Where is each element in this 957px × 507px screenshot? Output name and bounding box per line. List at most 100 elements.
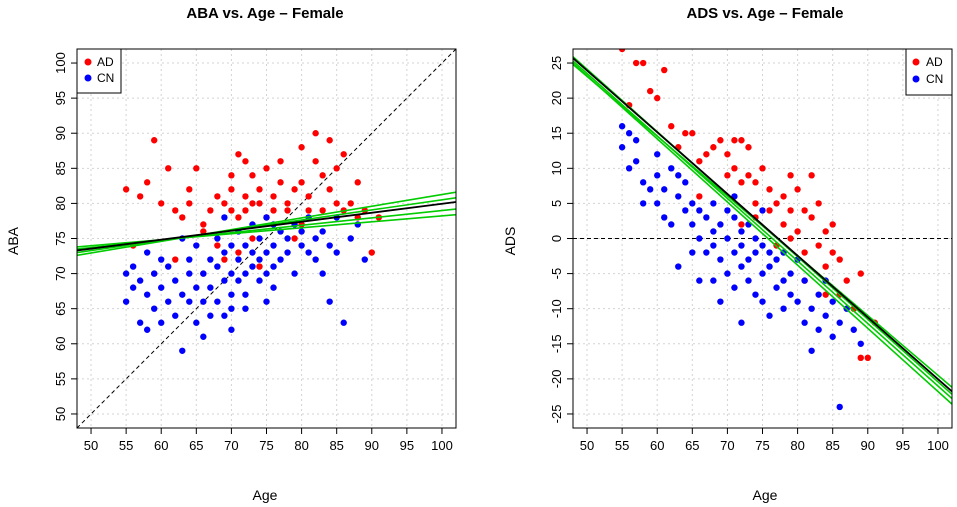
y-tick-label: 90 bbox=[53, 126, 68, 140]
plot-area bbox=[573, 49, 952, 411]
point-cn bbox=[298, 228, 305, 235]
point-ad bbox=[172, 207, 179, 214]
point-cn bbox=[738, 263, 745, 270]
x-tick-label: 55 bbox=[615, 438, 629, 453]
point-cn bbox=[158, 284, 165, 291]
point-cn bbox=[689, 200, 696, 207]
reference-line-identity bbox=[77, 49, 456, 428]
point-cn bbox=[129, 263, 137, 270]
point-ad bbox=[193, 165, 200, 172]
x-tick-label: 55 bbox=[119, 438, 133, 453]
chart-title: ADS vs. Age – Female bbox=[686, 5, 843, 22]
point-ad bbox=[319, 172, 326, 179]
point-ad bbox=[186, 200, 193, 207]
point-cn bbox=[214, 235, 221, 242]
x-tick-label: 85 bbox=[329, 438, 343, 453]
point-cn bbox=[696, 235, 703, 242]
point-cn bbox=[738, 228, 745, 235]
x-tick-label: 70 bbox=[720, 438, 734, 453]
point-cn bbox=[228, 305, 235, 312]
point-cn bbox=[235, 256, 242, 263]
point-cn bbox=[193, 284, 200, 291]
point-ad bbox=[263, 165, 270, 172]
point-ad bbox=[639, 59, 647, 67]
point-cn bbox=[270, 284, 277, 291]
legend-box bbox=[76, 48, 122, 94]
y-tick-label: 60 bbox=[53, 337, 68, 351]
point-cn bbox=[710, 228, 717, 235]
point-cn bbox=[731, 284, 738, 291]
grid bbox=[77, 49, 456, 428]
point-ad bbox=[815, 242, 822, 249]
point-cn bbox=[284, 235, 291, 242]
point-ad bbox=[228, 172, 235, 179]
point-cn bbox=[829, 298, 836, 305]
y-axis-label: ABA bbox=[5, 226, 21, 255]
line-fit bbox=[77, 201, 456, 252]
y-tick-label: -15 bbox=[549, 334, 564, 353]
point-ad bbox=[822, 263, 829, 270]
point-cn bbox=[186, 256, 193, 263]
point-cn bbox=[717, 221, 724, 228]
point-cn bbox=[661, 214, 668, 221]
point-ad bbox=[724, 172, 731, 179]
point-cn bbox=[766, 249, 773, 256]
line-fit-band-2 bbox=[77, 197, 456, 254]
point-ad bbox=[829, 221, 836, 228]
point-cn bbox=[242, 305, 249, 312]
legend-marker-cn bbox=[912, 75, 920, 83]
panel-ads-vs-age: ADS vs. Age – Female Age ADS 50 55 60 65 70 7… bbox=[502, 5, 953, 503]
point-ad bbox=[745, 144, 752, 151]
point-ad bbox=[235, 249, 242, 256]
point-ad bbox=[347, 200, 354, 207]
point-cn bbox=[207, 256, 214, 263]
point-cn bbox=[136, 319, 144, 326]
point-cn bbox=[193, 242, 200, 249]
y-tick-label: 5 bbox=[549, 200, 564, 207]
point-cn bbox=[151, 305, 158, 312]
point-cn bbox=[228, 242, 235, 249]
point-ad bbox=[270, 193, 277, 200]
point-cn bbox=[759, 270, 766, 277]
point-cn bbox=[654, 172, 661, 179]
panel-aba-vs-age: ABA vs. Age – Female Age ABA 50 55 60 65 70 7… bbox=[5, 5, 457, 503]
point-cn bbox=[738, 242, 745, 249]
point-cn bbox=[129, 284, 137, 291]
point-ad bbox=[738, 179, 745, 186]
point-ad bbox=[221, 200, 228, 207]
point-ad bbox=[787, 235, 794, 242]
point-cn bbox=[836, 403, 843, 411]
point-cn bbox=[625, 165, 633, 172]
point-ad bbox=[172, 256, 179, 263]
point-cn bbox=[200, 333, 207, 340]
y-tick-label: -5 bbox=[549, 268, 564, 280]
x-tick-label: 75 bbox=[259, 438, 273, 453]
point-ad bbox=[291, 235, 298, 242]
point-cn bbox=[654, 151, 661, 158]
point-cn bbox=[829, 333, 836, 340]
point-ad bbox=[766, 207, 773, 214]
point-cn bbox=[731, 214, 738, 221]
x-tick-label: 100 bbox=[431, 438, 453, 453]
point-ad bbox=[808, 172, 815, 179]
point-ad bbox=[158, 200, 165, 207]
axes: 50 55 60 65 70 75 80 85 90 95 100 -25 -20 -15 -10 -5 0 5 1… bbox=[549, 56, 949, 453]
point-cn bbox=[773, 256, 780, 263]
point-cn bbox=[333, 249, 340, 256]
x-tick-label: 85 bbox=[825, 438, 839, 453]
point-ad bbox=[214, 193, 221, 200]
point-cn bbox=[710, 200, 717, 207]
legend: AD CN bbox=[905, 48, 953, 96]
point-ad bbox=[745, 172, 752, 179]
point-ad bbox=[298, 144, 305, 151]
point-ad bbox=[654, 94, 661, 102]
legend-marker-cn bbox=[84, 74, 92, 82]
point-cn bbox=[228, 291, 235, 298]
point-ad bbox=[759, 165, 766, 172]
point-cn bbox=[682, 207, 689, 214]
point-cn bbox=[675, 172, 682, 179]
point-cn bbox=[639, 179, 647, 186]
point-cn bbox=[347, 235, 354, 242]
point-ad bbox=[277, 179, 284, 186]
point-cn bbox=[675, 193, 682, 200]
